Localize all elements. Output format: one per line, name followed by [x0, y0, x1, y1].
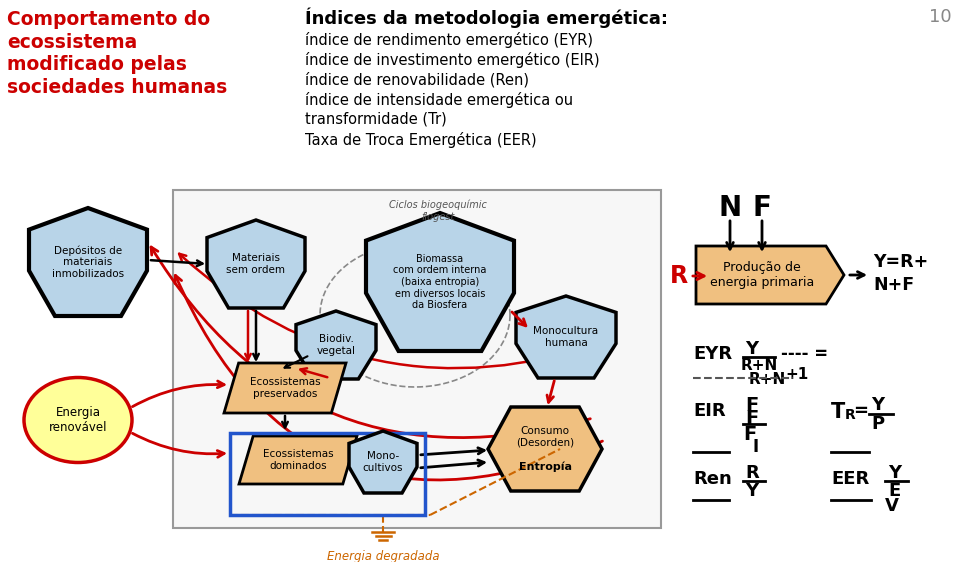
Text: Biodiv.
vegetal: Biodiv. vegetal [316, 334, 356, 356]
Text: 10: 10 [929, 8, 952, 26]
FancyArrowPatch shape [175, 275, 602, 480]
Text: F: F [743, 425, 757, 444]
Text: F: F [753, 194, 771, 222]
Text: Ecossistemas
preservados: Ecossistemas preservados [249, 377, 320, 399]
Text: Depósitos de
materiais
inmobilizados: Depósitos de materiais inmobilizados [52, 245, 124, 279]
Polygon shape [29, 208, 147, 316]
Text: Energia
renovável: Energia renovável [49, 406, 107, 434]
Text: Taxa de Troca Emergética (EER): Taxa de Troca Emergética (EER) [305, 132, 537, 148]
Text: Y: Y [871, 396, 884, 414]
Text: Entropía: Entropía [519, 462, 572, 472]
Text: Materiais
sem ordem: Materiais sem ordem [226, 253, 286, 275]
Polygon shape [224, 363, 346, 413]
Ellipse shape [24, 378, 132, 463]
Text: Ciclos biogeoquímic
flogest: Ciclos biogeoquímic flogest [389, 200, 487, 222]
Text: EYR: EYR [693, 345, 732, 363]
Text: Consumo
(Desorden): Consumo (Desorden) [516, 426, 574, 448]
Text: ---- =: ---- = [781, 345, 829, 363]
Text: F: F [745, 409, 759, 428]
Text: Y: Y [888, 464, 901, 482]
Polygon shape [239, 436, 357, 484]
Polygon shape [349, 431, 417, 493]
Text: P: P [871, 415, 884, 433]
Polygon shape [488, 407, 602, 491]
Text: transformidade (Tr): transformidade (Tr) [305, 112, 447, 127]
Text: R: R [670, 264, 688, 288]
Text: EIR: EIR [693, 402, 726, 420]
Text: I: I [753, 438, 760, 456]
Text: índice de investimento emergético (EIR): índice de investimento emergético (EIR) [305, 52, 599, 68]
Text: Produção de
energia primaria: Produção de energia primaria [710, 261, 814, 289]
Text: E: E [888, 482, 901, 500]
Text: Y: Y [745, 340, 759, 358]
Text: +1: +1 [785, 367, 808, 382]
Text: R+N: R+N [749, 372, 786, 387]
Text: V: V [885, 497, 899, 515]
Text: T: T [831, 402, 845, 422]
Text: R+N: R+N [741, 358, 779, 373]
Text: índice de intensidade emergética ou: índice de intensidade emergética ou [305, 92, 573, 108]
Text: EER: EER [831, 470, 869, 488]
FancyArrowPatch shape [152, 247, 591, 438]
FancyArrowPatch shape [179, 254, 607, 368]
Text: R: R [745, 464, 759, 482]
Text: Índices da metodologia emergética:: Índices da metodologia emergética: [305, 8, 668, 29]
Text: F: F [745, 396, 759, 415]
Text: Ren: Ren [693, 470, 732, 488]
Text: Biomassa
com ordem interna
(baixa entropia)
em diversos locais
da Biosfera: Biomassa com ordem interna (baixa entrop… [393, 254, 486, 310]
Text: Y: Y [745, 482, 759, 500]
Text: Ecossistemas
dominados: Ecossistemas dominados [263, 449, 334, 471]
Text: Energia degradada: Energia degradada [327, 550, 439, 562]
Text: N+F: N+F [873, 276, 914, 294]
Polygon shape [296, 311, 376, 379]
Polygon shape [366, 213, 514, 351]
Polygon shape [516, 296, 616, 378]
Text: =: = [853, 402, 868, 420]
Polygon shape [696, 246, 844, 304]
Text: Monocultura
humana: Monocultura humana [533, 326, 598, 348]
Text: N: N [718, 194, 741, 222]
Text: Y=R+: Y=R+ [873, 253, 928, 271]
Text: Comportamento do
ecossistema
modificado pelas
sociedades humanas: Comportamento do ecossistema modificado … [7, 10, 227, 97]
FancyBboxPatch shape [173, 190, 661, 528]
Text: índice de rendimento emergético (EYR): índice de rendimento emergético (EYR) [305, 32, 593, 48]
Text: Mono-
cultivos: Mono- cultivos [363, 451, 403, 473]
Text: índice de renovabilidade (Ren): índice de renovabilidade (Ren) [305, 72, 529, 88]
Polygon shape [207, 220, 305, 308]
Text: R: R [845, 408, 855, 422]
